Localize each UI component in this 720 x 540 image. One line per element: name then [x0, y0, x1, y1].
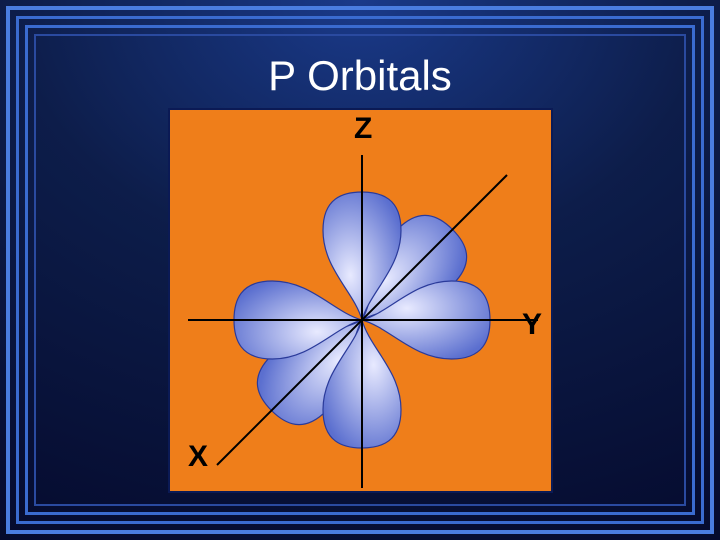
axis-label-z: Z — [354, 112, 372, 146]
axis-label-y: Y — [522, 308, 542, 342]
page-title: P Orbitals — [165, 52, 555, 100]
orbital-svg — [170, 110, 555, 495]
orbital-diagram: Z Y X — [168, 108, 553, 493]
axis-label-x: X — [188, 440, 208, 474]
slide-root: P Orbitals Z Y X — [0, 0, 720, 540]
